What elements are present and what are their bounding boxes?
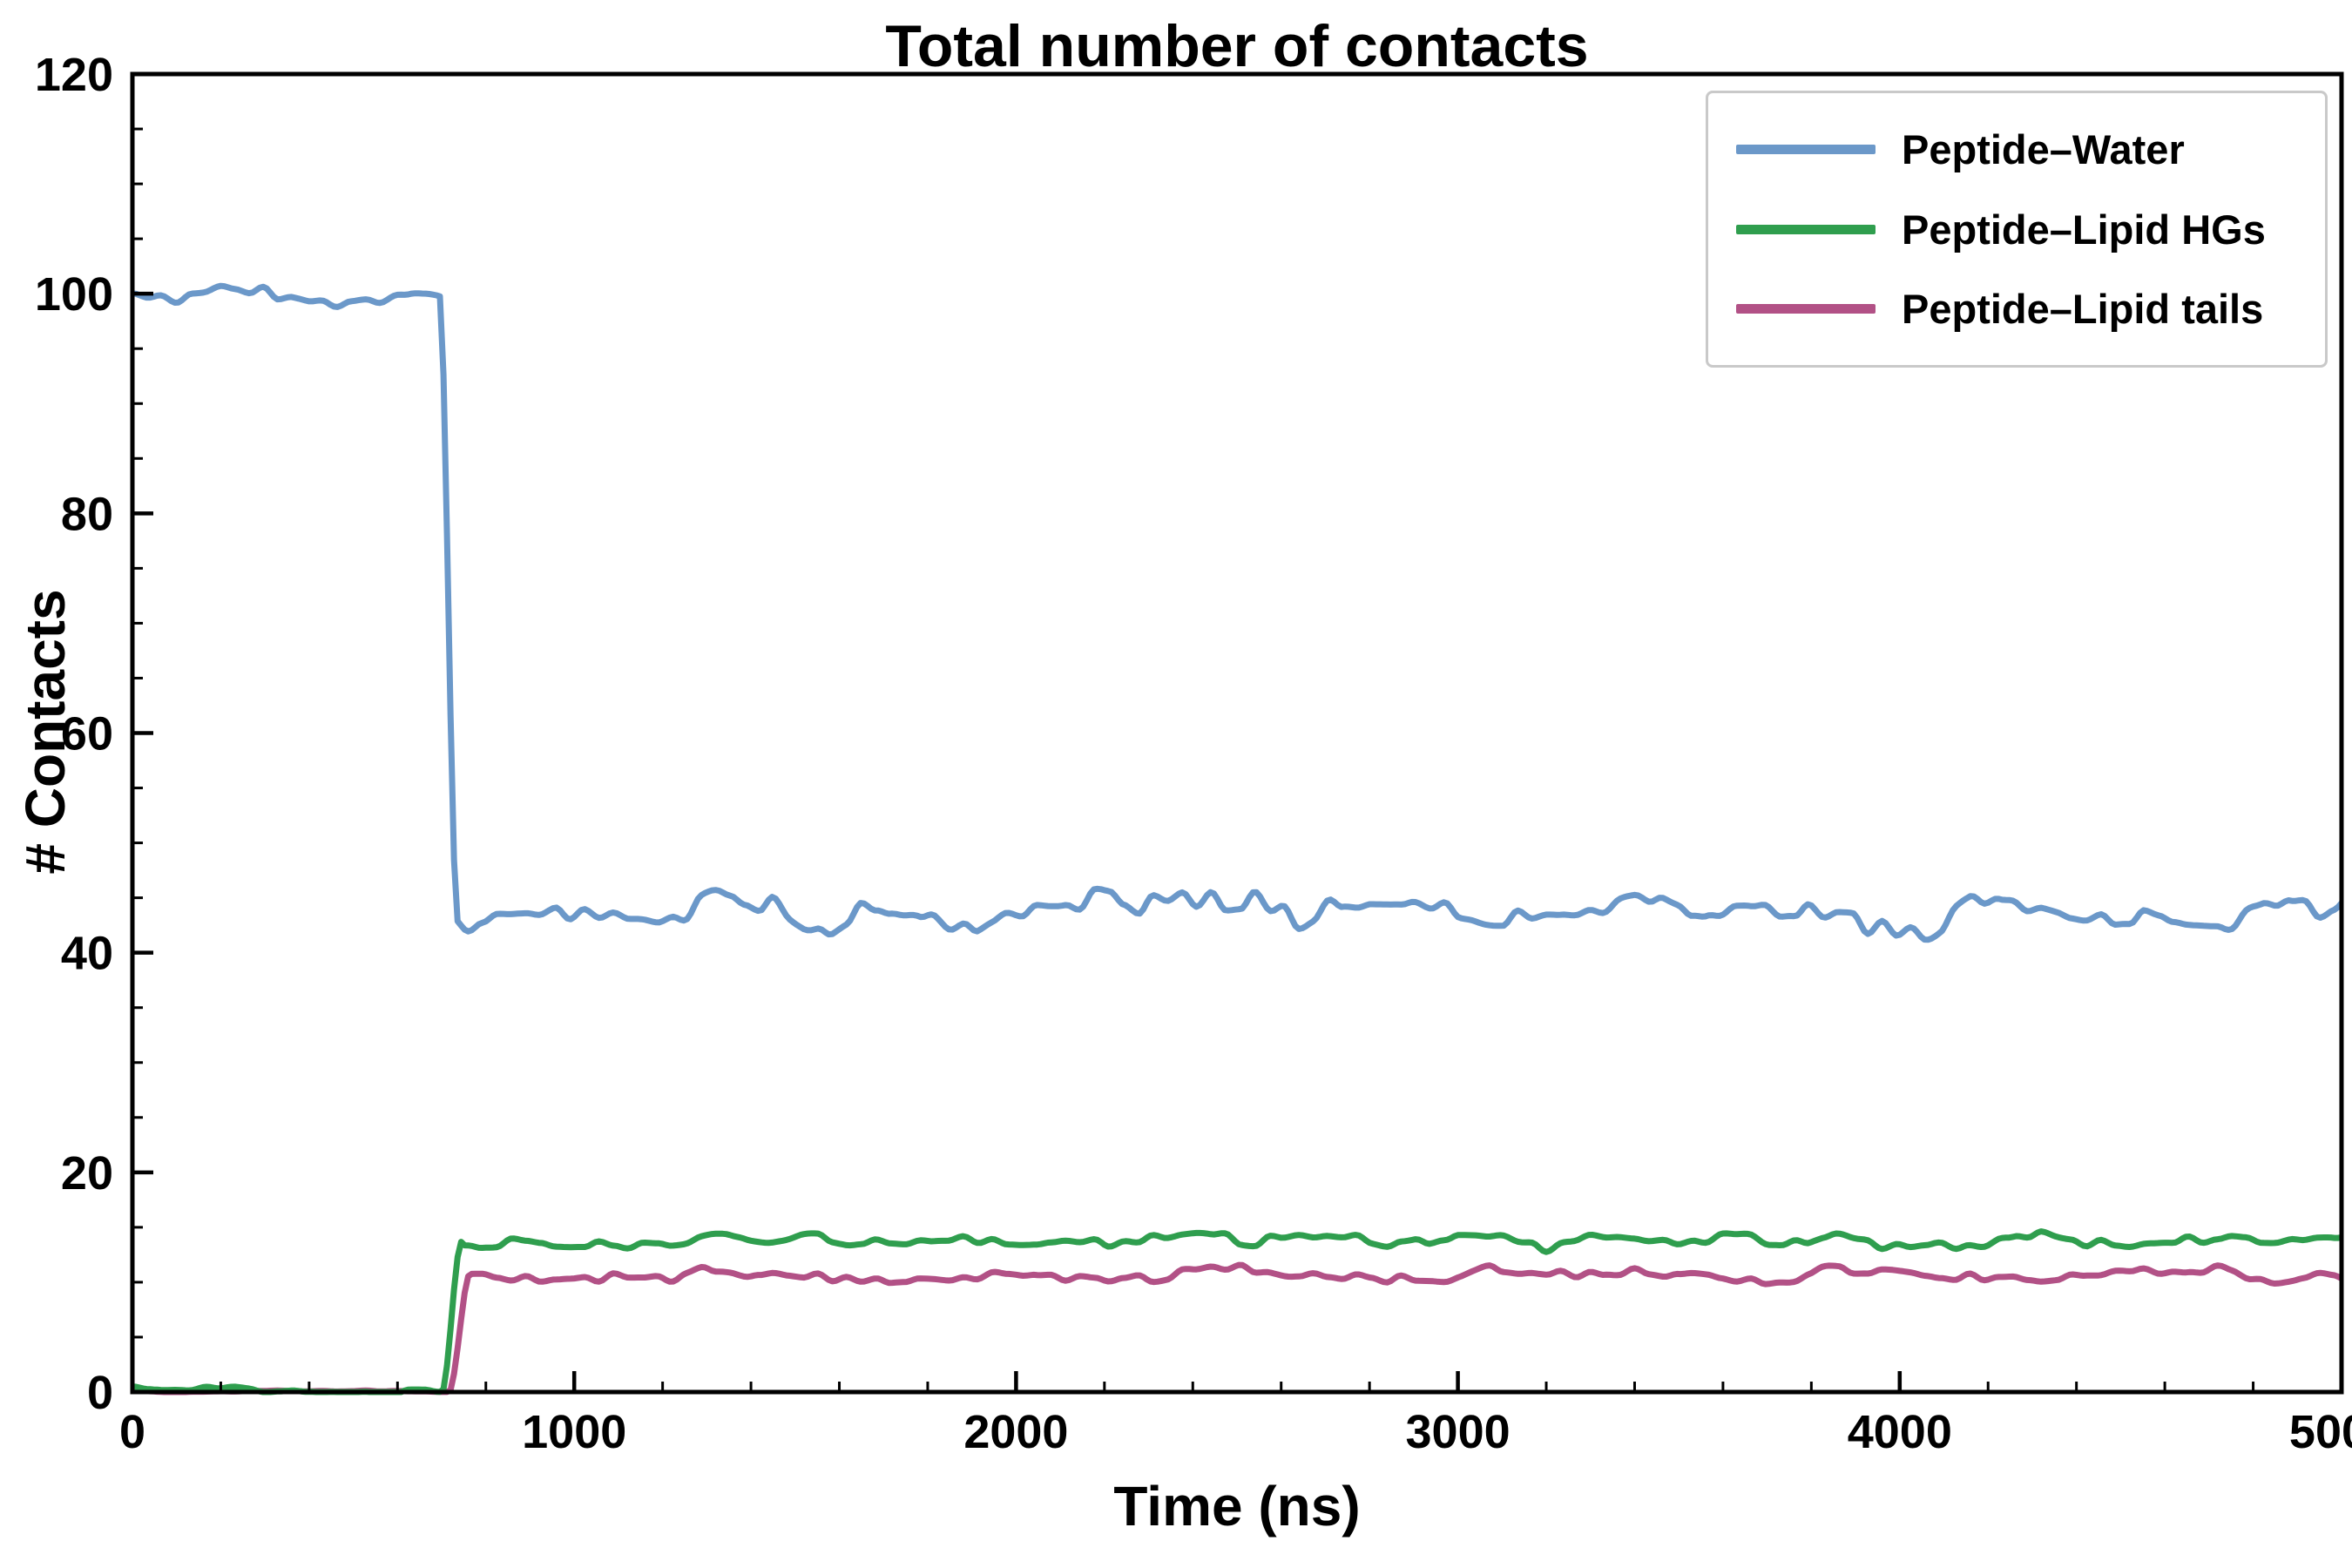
legend-label-peptide-water: Peptide–Water bbox=[1902, 125, 2185, 172]
y-axis-label: # Contacts bbox=[14, 589, 77, 875]
legend-swatch-peptide-lipid-tails bbox=[1736, 304, 1876, 314]
x-tick-label: 0 bbox=[119, 1406, 145, 1458]
y-axis-ticks: 0 20 40 60 80 100 120 bbox=[35, 49, 153, 1419]
y-tick-label: 100 bbox=[35, 268, 113, 321]
legend-swatch-peptide-water bbox=[1736, 144, 1876, 154]
legend-label-peptide-lipid-hgs: Peptide–Lipid HGs bbox=[1902, 206, 2266, 253]
x-tick-label: 4000 bbox=[1848, 1406, 1952, 1458]
legend-swatch-peptide-lipid-hgs bbox=[1736, 224, 1876, 234]
legend-entry-peptide-water: Peptide–Water bbox=[1708, 125, 2325, 173]
x-tick-label: 1000 bbox=[522, 1406, 626, 1458]
y-tick-label: 40 bbox=[61, 928, 113, 980]
y-tick-label: 120 bbox=[35, 49, 113, 101]
chart-title: Total number of contacts bbox=[885, 13, 1589, 79]
legend-entry-peptide-lipid-hgs: Peptide–Lipid HGs bbox=[1708, 206, 2325, 253]
x-axis-ticks: 0 1000 2000 3000 4000 5000 bbox=[119, 1371, 2352, 1458]
y-tick-label: 0 bbox=[87, 1367, 113, 1419]
legend-label-peptide-lipid-tails: Peptide–Lipid tails bbox=[1902, 286, 2264, 333]
series-line-peptide-lipid-tails bbox=[132, 1261, 2342, 1396]
legend-entry-peptide-lipid-tails: Peptide–Lipid tails bbox=[1708, 285, 2325, 333]
plot-frame bbox=[130, 71, 2344, 1395]
y-tick-label: 80 bbox=[61, 488, 113, 540]
x-tick-label: 5000 bbox=[2289, 1406, 2352, 1458]
legend: Peptide–Water Peptide–Lipid HGs Peptide–… bbox=[1706, 91, 2328, 368]
series-line-peptide-water bbox=[132, 282, 2342, 943]
series-line-peptide-lipid-hgs bbox=[132, 1228, 2342, 1396]
x-tick-label: 3000 bbox=[1406, 1406, 1511, 1458]
x-tick-label: 2000 bbox=[963, 1406, 1068, 1458]
x-axis-label: Time (ns) bbox=[1113, 1475, 1361, 1538]
y-tick-label: 60 bbox=[61, 708, 113, 760]
y-tick-label: 20 bbox=[61, 1147, 113, 1200]
